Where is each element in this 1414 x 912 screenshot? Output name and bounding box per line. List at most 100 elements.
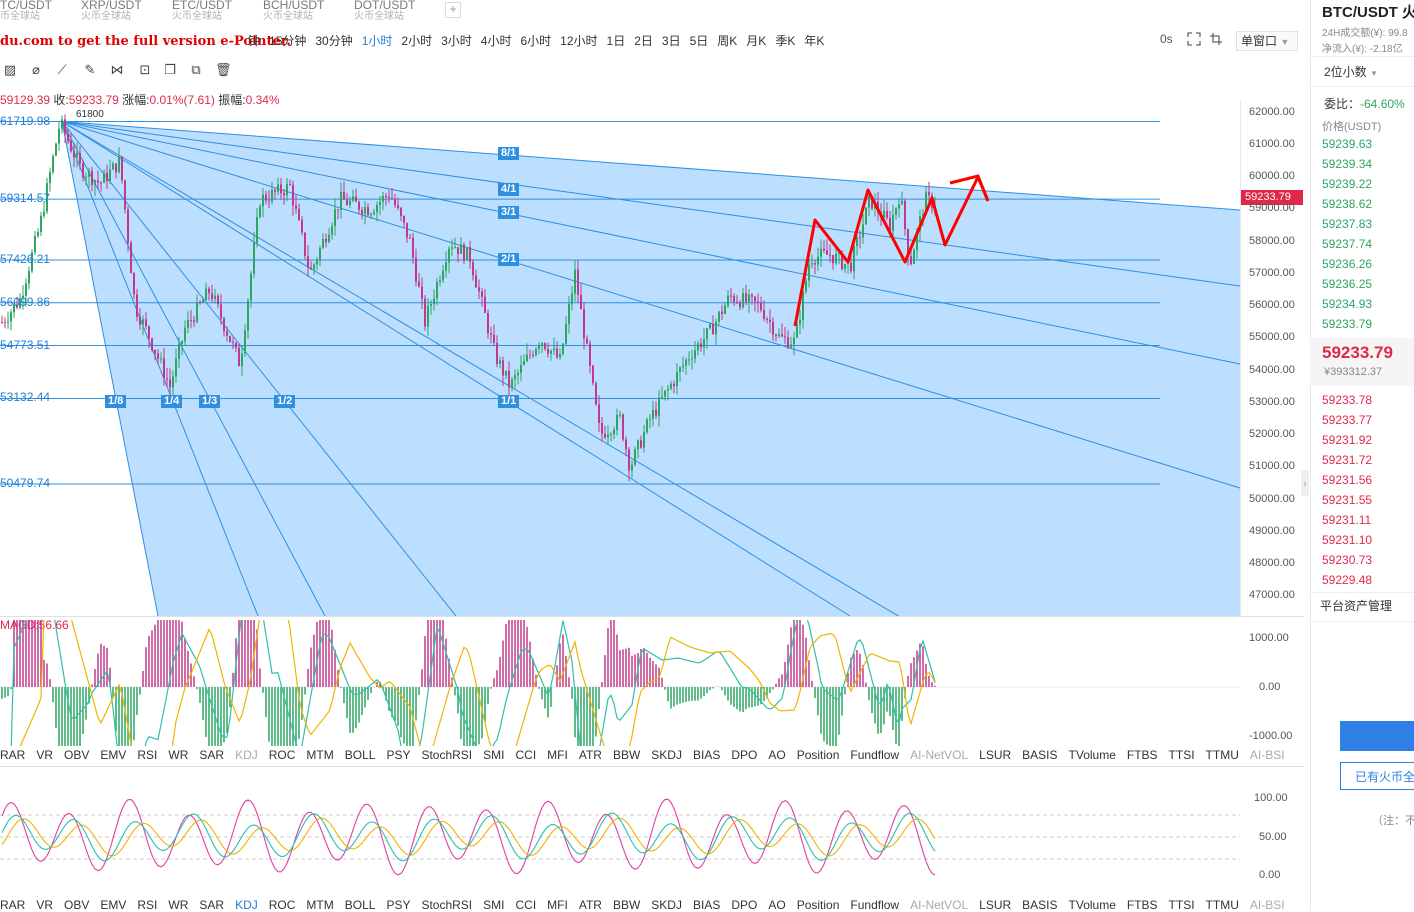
tab-dot-usdt[interactable]: DOT/USDT 火币全球站	[354, 0, 444, 22]
indicator-tab-psy[interactable]: PSY	[386, 898, 411, 912]
indicator-tab-sar[interactable]: SAR	[199, 898, 225, 912]
pattern-icon[interactable]: ⋈	[110, 62, 124, 77]
copy-icon[interactable]: ❐	[164, 62, 176, 77]
brush-icon[interactable]: ✎	[84, 62, 96, 77]
indicator-tab-stochrsi[interactable]: StochRSI	[421, 748, 473, 762]
screenshot-icon[interactable]	[1209, 32, 1223, 46]
register-button[interactable]	[1340, 721, 1414, 751]
interval-2[interactable]: 30分钟	[315, 34, 353, 48]
indicator-tab-smi[interactable]: SMI	[483, 748, 505, 762]
indicator-tab-psy[interactable]: PSY	[386, 748, 411, 762]
interval-9[interactable]: 1日	[606, 34, 626, 48]
tab-btc-usdt[interactable]: TC/USDT 币全球站	[0, 0, 90, 22]
indicator-tab-sar[interactable]: SAR	[199, 748, 225, 762]
indicator-tab-smi[interactable]: SMI	[483, 898, 505, 912]
indicator-tab-ttmu[interactable]: TTMU	[1205, 748, 1239, 762]
kdj-chart[interactable]	[0, 780, 1240, 896]
indicator-tab-dpo[interactable]: DPO	[731, 898, 758, 912]
indicator-tab-atr[interactable]: ATR	[578, 748, 602, 762]
fullscreen-icon[interactable]	[1187, 32, 1201, 46]
indicator-tab-ai-netvol[interactable]: AI-NetVOL	[910, 898, 969, 912]
indicator-tab-ttsi[interactable]: TTSI	[1168, 748, 1195, 762]
candlestick-chart[interactable]	[0, 100, 1240, 616]
indicator-tab-kdj[interactable]: KDJ	[235, 898, 258, 912]
collapse-panel-icon[interactable]: ›	[1301, 470, 1309, 496]
interval-3[interactable]: 1小时	[361, 34, 393, 48]
indicator-tab-roc[interactable]: ROC	[268, 898, 296, 912]
lock-icon[interactable]: ⊡	[139, 62, 151, 77]
interval-8[interactable]: 12小时	[560, 34, 598, 48]
indicator-tab-dpo[interactable]: DPO	[731, 748, 758, 762]
indicator-tab-stochrsi[interactable]: StochRSI	[421, 898, 473, 912]
indicator-tab-basis[interactable]: BASIS	[1022, 898, 1058, 912]
indicator-tab-mtm[interactable]: MTM	[306, 898, 334, 912]
interval-16[interactable]: 年K	[804, 34, 825, 48]
precision-dropdown[interactable]: 2位小数 ▼	[1324, 63, 1378, 80]
indicator-tab-lsur[interactable]: LSUR	[979, 748, 1012, 762]
indicator-tab-kdj[interactable]: KDJ	[235, 748, 258, 762]
indicator-tab-obv[interactable]: OBV	[64, 748, 90, 762]
interval-7[interactable]: 6小时	[520, 34, 552, 48]
indicator-tab-ftbs[interactable]: FTBS	[1126, 748, 1158, 762]
indicator-tab-mfi[interactable]: MFI	[547, 898, 568, 912]
indicator-tab-ttsi[interactable]: TTSI	[1168, 898, 1195, 912]
indicator-tab-rar[interactable]: RAR	[0, 748, 26, 762]
eraser-icon[interactable]: ⌀	[32, 62, 40, 77]
indicator-tab-lsur[interactable]: LSUR	[979, 898, 1012, 912]
interval-13[interactable]: 周K	[717, 34, 738, 48]
interval-14[interactable]: 月K	[746, 34, 767, 48]
interval-6[interactable]: 4小时	[480, 34, 512, 48]
indicator-tab-ai-bsi[interactable]: AI-BSI	[1249, 748, 1285, 762]
tab-etc-usdt[interactable]: ETC/USDT 火币全球站	[172, 0, 262, 22]
indicator-tab-rsi[interactable]: RSI	[137, 748, 158, 762]
indicator-tab-position[interactable]: Position	[796, 898, 840, 912]
indicator-tab-mfi[interactable]: MFI	[547, 748, 568, 762]
interval-15[interactable]: 季K	[775, 34, 796, 48]
indicator-tab-ao[interactable]: AO	[768, 898, 786, 912]
indicator-tab-tvolume[interactable]: TVolume	[1068, 748, 1116, 762]
indicator-tab-cci[interactable]: CCI	[515, 748, 537, 762]
indicator-tab-rar[interactable]: RAR	[0, 898, 26, 912]
add-tab-button[interactable]: +	[445, 2, 461, 18]
grid-tool-icon[interactable]: ▨	[3, 62, 17, 77]
indicator-tab-cci[interactable]: CCI	[515, 898, 537, 912]
interval-5[interactable]: 3小时	[441, 34, 472, 48]
indicator-tab-fundflow[interactable]: Fundflow	[850, 898, 900, 912]
indicator-tab-mtm[interactable]: MTM	[306, 748, 334, 762]
interval-12[interactable]: 5日	[689, 34, 709, 48]
indicator-tab-position[interactable]: Position	[796, 748, 840, 762]
indicator-tab-skdj[interactable]: SKDJ	[651, 748, 682, 762]
indicator-tab-ftbs[interactable]: FTBS	[1126, 898, 1158, 912]
indicator-tab-vr[interactable]: VR	[36, 748, 54, 762]
interval-1[interactable]: 15分钟	[269, 34, 307, 48]
login-button[interactable]: 已有火币全	[1340, 762, 1414, 790]
indicator-tab-ao[interactable]: AO	[768, 748, 786, 762]
indicator-tab-skdj[interactable]: SKDJ	[651, 898, 682, 912]
indicator-tab-basis[interactable]: BASIS	[1022, 748, 1058, 762]
indicator-tab-ai-netvol[interactable]: AI-NetVOL	[910, 748, 969, 762]
tab-xrp-usdt[interactable]: XRP/USDT 火币全球站	[81, 0, 171, 22]
macd-chart[interactable]	[0, 620, 1240, 746]
ruler-icon[interactable]: ⟋	[57, 62, 67, 77]
indicator-tab-rsi[interactable]: RSI	[137, 898, 158, 912]
indicator-tab-roc[interactable]: ROC	[268, 748, 296, 762]
tab-bch-usdt[interactable]: BCH/USDT 火币全球站	[263, 0, 353, 22]
indicator-tab-boll[interactable]: BOLL	[344, 748, 376, 762]
indicator-tab-vr[interactable]: VR	[36, 898, 54, 912]
indicator-tab-wr[interactable]: WR	[168, 748, 189, 762]
indicator-tab-emv[interactable]: EMV	[100, 748, 127, 762]
indicator-tab-emv[interactable]: EMV	[100, 898, 127, 912]
indicator-tab-fundflow[interactable]: Fundflow	[850, 748, 900, 762]
indicator-tab-obv[interactable]: OBV	[64, 898, 90, 912]
indicator-tab-boll[interactable]: BOLL	[344, 898, 376, 912]
indicator-tab-ai-bsi[interactable]: AI-BSI	[1249, 898, 1285, 912]
interval-0[interactable]: 钟	[248, 34, 261, 48]
indicator-tab-bias[interactable]: BIAS	[692, 748, 721, 762]
indicator-tab-bias[interactable]: BIAS	[692, 898, 721, 912]
interval-10[interactable]: 2日	[634, 34, 653, 48]
indicator-tab-wr[interactable]: WR	[168, 898, 189, 912]
interval-11[interactable]: 3日	[661, 34, 681, 48]
indicator-tab-tvolume[interactable]: TVolume	[1068, 898, 1116, 912]
interval-4[interactable]: 2小时	[401, 34, 433, 48]
indicator-tab-atr[interactable]: ATR	[578, 898, 602, 912]
